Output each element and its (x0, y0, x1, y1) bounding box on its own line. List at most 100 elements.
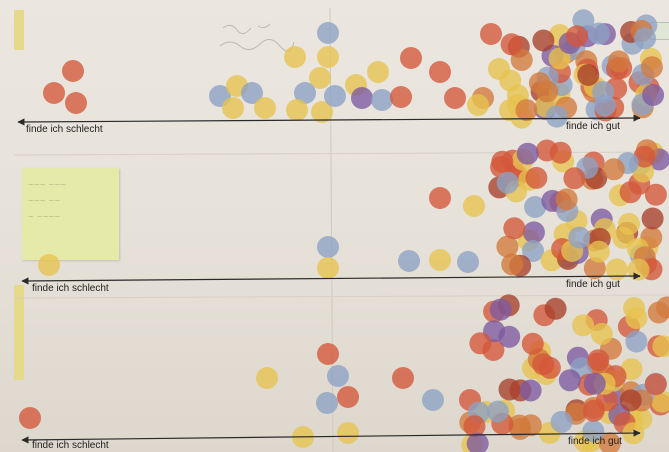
axis-arrow-1 (17, 114, 641, 126)
sticker-dot (644, 183, 667, 206)
sticker-dot (38, 254, 60, 276)
sticker-dot (532, 353, 555, 376)
sticker-dot (582, 399, 605, 422)
sticker-dot (607, 50, 630, 73)
sticker-dot (19, 407, 41, 429)
sticker-dot (317, 343, 339, 365)
sticker-dot (651, 390, 669, 413)
sticker-dot (544, 297, 567, 320)
sticker-dot (522, 240, 544, 262)
sticker-dot (469, 332, 492, 355)
sticker-dot (429, 61, 451, 83)
sticker-dot (641, 207, 664, 230)
sticker-dot (222, 97, 244, 119)
sticker-dot (65, 92, 87, 114)
sticker-dot (398, 250, 420, 272)
sticker-dot (429, 187, 451, 209)
sticker-dot (558, 369, 581, 392)
sticker-dot (501, 253, 524, 276)
sticker-dot (587, 240, 610, 263)
sticker-dot (351, 87, 373, 109)
row2-right-label: finde ich gut (566, 279, 620, 290)
sticker-dot (563, 167, 586, 190)
sticker-dot (587, 22, 610, 45)
sticker-dot (486, 400, 509, 423)
sticker-dot (480, 23, 502, 45)
sticker-dot (327, 365, 349, 387)
sticker-dot (457, 251, 479, 273)
sticker-dot (619, 389, 642, 412)
sticker-dot (532, 29, 555, 52)
sticker-dot (498, 378, 521, 401)
sticker-dot (496, 235, 519, 258)
row2-left-label: finde ich schlecht (32, 283, 109, 294)
row1-left-label: finde ich schlecht (26, 124, 103, 135)
sticker-dot (317, 236, 339, 258)
sticker-dot (652, 335, 669, 358)
sticker-dot (525, 166, 548, 189)
sticker-dot (568, 226, 591, 249)
sticker-dot (521, 332, 544, 355)
sticker-dot (254, 97, 276, 119)
sticker-dot (566, 25, 588, 48)
sticker-dot (642, 84, 665, 106)
sticker-dot (633, 145, 656, 168)
axis-arrow-3 (21, 429, 641, 444)
tape-strip (14, 10, 24, 50)
sticker-dot (516, 142, 539, 165)
sticker-dot (519, 379, 542, 402)
sticker-dot (528, 72, 551, 95)
sticker-dot (317, 22, 339, 44)
sticker-dot (510, 48, 533, 71)
sticker-dot (503, 217, 526, 240)
sticker-dot (294, 82, 316, 104)
axis-arrow-2 (21, 272, 641, 285)
sticker-dot (444, 87, 466, 109)
sticker-dot (524, 196, 547, 218)
sticker-dot (422, 389, 444, 411)
sticker-dot (256, 367, 278, 389)
sticker-dot (577, 64, 600, 86)
sticker-dot (309, 67, 331, 89)
sticker-dot (522, 221, 545, 244)
sticker-dot (62, 60, 84, 82)
sticker-dot (625, 330, 648, 353)
sticker-dot (324, 85, 346, 107)
sticker-dot (619, 181, 642, 204)
sticker-dot (640, 56, 663, 79)
tape-strip (14, 285, 24, 380)
sticker-dot (392, 367, 414, 389)
row1-right-label: finde ich gut (566, 121, 620, 132)
sticker-dot (555, 188, 578, 211)
sticker-dot (390, 86, 412, 108)
sticker-dot (587, 349, 610, 372)
sticker-dot (367, 61, 389, 83)
sticker-dot (590, 322, 613, 345)
sticker-dot (489, 298, 512, 321)
sticker-dot (467, 94, 489, 116)
sticker-dot (593, 94, 616, 117)
sticker-dot (602, 158, 625, 181)
sticker-dot (496, 171, 519, 194)
sticker-dot (549, 141, 572, 164)
handwritten-note (219, 23, 295, 52)
sticker-dot (500, 33, 523, 56)
sticker-dot (550, 410, 573, 433)
sticker-dot (634, 27, 656, 50)
sticker-dot (429, 249, 451, 271)
sticker-dot (647, 301, 669, 324)
sticker-dot (463, 195, 485, 217)
sticker-dot (625, 307, 648, 330)
sticker-dot (400, 47, 422, 69)
sticker-dot (317, 46, 339, 68)
sticker-dot (337, 386, 359, 408)
row3-right-label: finde ich gut (568, 436, 622, 447)
sticker-dot (284, 46, 306, 68)
sticker-dot (241, 82, 263, 104)
sticky-note: ~~~ ~~~ ~~~ ~~ ~ ~~~~ (22, 168, 119, 260)
sticker-dot (583, 372, 606, 395)
row3-left-label: finde ich schlecht (32, 440, 109, 451)
sticker-dot (371, 89, 393, 111)
